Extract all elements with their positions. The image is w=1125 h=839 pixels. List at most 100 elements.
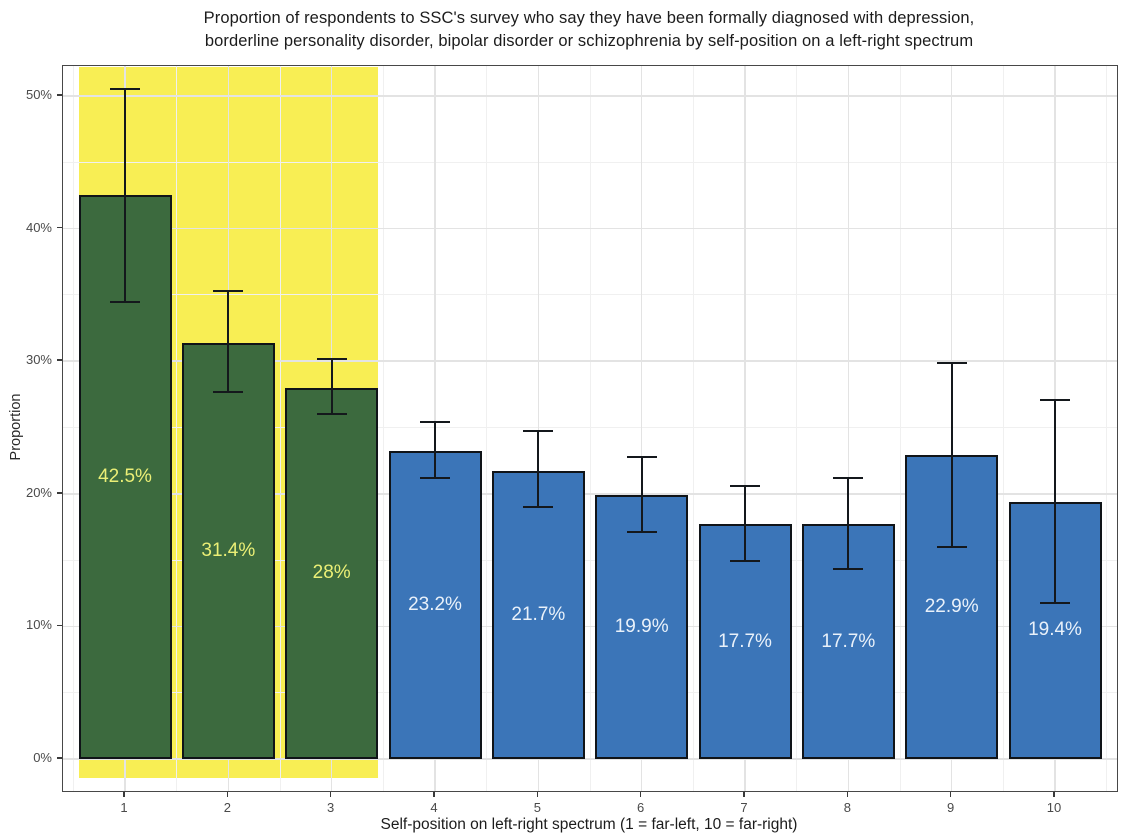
gridline-vertical-minor bbox=[1002, 66, 1004, 791]
bar-3 bbox=[285, 387, 379, 759]
error-bar-cap-bottom bbox=[110, 300, 140, 303]
x-tick-label: 5 bbox=[533, 799, 541, 815]
gridline-vertical-minor bbox=[692, 66, 694, 791]
y-tick bbox=[57, 492, 62, 494]
gridline-horizontal-major bbox=[63, 758, 1117, 760]
bar-label: 31.4% bbox=[201, 539, 256, 561]
y-tick bbox=[57, 359, 62, 361]
gridline-vertical-minor bbox=[899, 66, 901, 791]
x-tick bbox=[949, 791, 952, 797]
bar-label: 17.7% bbox=[718, 630, 772, 652]
gridline-vertical-major bbox=[744, 66, 746, 791]
gridline-vertical-minor bbox=[589, 66, 591, 791]
bar-label: 19.9% bbox=[614, 616, 669, 638]
error-bar-cap-bottom bbox=[213, 390, 244, 393]
x-tick-label: 9 bbox=[947, 799, 955, 815]
error-bar-stem bbox=[640, 456, 643, 533]
bar-label: 17.7% bbox=[821, 630, 876, 652]
bar-label: 23.2% bbox=[408, 594, 462, 616]
bar-label: 42.5% bbox=[98, 466, 152, 488]
error-bar-cap-top bbox=[936, 361, 967, 364]
gridline-vertical-minor bbox=[279, 66, 281, 791]
gridline-vertical-major bbox=[847, 66, 850, 791]
gridline-vertical-major bbox=[537, 66, 540, 791]
gridline-vertical-minor bbox=[176, 66, 178, 791]
error-bar-stem bbox=[124, 89, 126, 302]
error-bar-cap-top bbox=[213, 289, 244, 292]
bar-label: 21.7% bbox=[511, 604, 566, 626]
x-tick bbox=[639, 791, 642, 797]
error-bar-cap-top bbox=[626, 455, 657, 458]
x-axis-title: Self-position on left-right spectrum (1 … bbox=[380, 816, 798, 833]
error-bar-cap-bottom bbox=[626, 531, 657, 534]
y-tick-label: 30% bbox=[25, 352, 52, 368]
x-tick bbox=[1053, 791, 1055, 797]
y-tick bbox=[57, 94, 62, 96]
x-tick bbox=[123, 791, 125, 797]
y-tick-label: 20% bbox=[25, 484, 52, 500]
x-tick bbox=[226, 791, 229, 797]
x-tick bbox=[846, 791, 849, 797]
x-tick bbox=[329, 791, 332, 797]
x-tick-label: 1 bbox=[120, 799, 128, 815]
error-bar-stem bbox=[227, 290, 230, 392]
gridline-vertical-minor bbox=[382, 66, 384, 791]
error-bar-cap-bottom bbox=[833, 568, 864, 571]
bar-label: 19.4% bbox=[1028, 619, 1082, 641]
error-bar-stem bbox=[537, 431, 540, 508]
y-tick-label: 40% bbox=[25, 219, 52, 235]
bar-label: 28% bbox=[312, 562, 351, 584]
y-tick bbox=[57, 757, 62, 759]
x-tick bbox=[536, 791, 539, 797]
error-bar-cap-bottom bbox=[1040, 601, 1070, 604]
error-bar-cap-top bbox=[1040, 398, 1070, 401]
gridline-horizontal-major bbox=[63, 227, 1117, 230]
bar-label: 22.9% bbox=[924, 596, 979, 618]
bar-2 bbox=[181, 342, 275, 759]
gridline-horizontal-major bbox=[63, 360, 1117, 362]
x-axis: 1 2 3 4 5 6 7 8 9 10 bbox=[62, 791, 1116, 822]
error-bar-cap-top bbox=[523, 430, 554, 433]
gridline-vertical-minor bbox=[486, 66, 488, 791]
x-tick-label: 2 bbox=[223, 799, 231, 815]
error-bar-stem bbox=[330, 358, 333, 415]
x-tick-label: 10 bbox=[1046, 799, 1062, 815]
bar-4 bbox=[388, 451, 482, 759]
bar-6 bbox=[595, 495, 689, 759]
error-bar-stem bbox=[434, 422, 436, 478]
gridline-horizontal-major bbox=[63, 625, 1117, 628]
x-tick-label: 7 bbox=[740, 799, 748, 815]
y-axis: 0% 10% 20% 30% 40% 50% bbox=[0, 65, 62, 790]
error-bar-stem bbox=[950, 362, 953, 547]
error-bar-cap-bottom bbox=[523, 506, 554, 509]
error-bar-cap-bottom bbox=[316, 413, 347, 416]
bar-7 bbox=[698, 524, 792, 759]
chart-title-line-2: borderline personality disorder, bipolar… bbox=[204, 32, 974, 50]
chart-title: Proportion of respondents to SSC's surve… bbox=[62, 7, 1116, 53]
gridline-vertical-minor bbox=[1106, 66, 1108, 791]
error-bar-cap-bottom bbox=[420, 476, 450, 479]
y-tick-label: 50% bbox=[25, 87, 52, 102]
y-tick-label: 10% bbox=[25, 617, 52, 633]
x-tick bbox=[743, 791, 745, 797]
chart-title-line-1: Proportion of respondents to SSC's surve… bbox=[203, 9, 975, 27]
error-bar-cap-bottom bbox=[936, 545, 967, 548]
gridline-vertical-major bbox=[640, 66, 643, 791]
error-bar-cap-top bbox=[110, 88, 140, 91]
gridline-vertical-minor bbox=[72, 66, 74, 791]
gridline-vertical-minor bbox=[796, 66, 798, 791]
error-bar-cap-top bbox=[730, 484, 760, 487]
error-bar-stem bbox=[1054, 399, 1056, 603]
error-bar-cap-top bbox=[420, 421, 450, 424]
y-tick-label: 0% bbox=[33, 750, 52, 765]
x-tick-label: 6 bbox=[637, 799, 645, 815]
y-tick bbox=[57, 226, 62, 229]
plot-panel: 42.5% 31.4% 28% 23.2% 21.7% 19.9% 17.7% 17.7% 22… bbox=[62, 65, 1118, 792]
x-tick-label: 8 bbox=[843, 799, 851, 815]
y-tick bbox=[57, 624, 62, 627]
error-bar-cap-top bbox=[316, 357, 347, 360]
error-bar-cap-top bbox=[833, 476, 864, 479]
x-tick-label: 4 bbox=[430, 799, 438, 815]
gridline-horizontal-major bbox=[63, 493, 1117, 495]
